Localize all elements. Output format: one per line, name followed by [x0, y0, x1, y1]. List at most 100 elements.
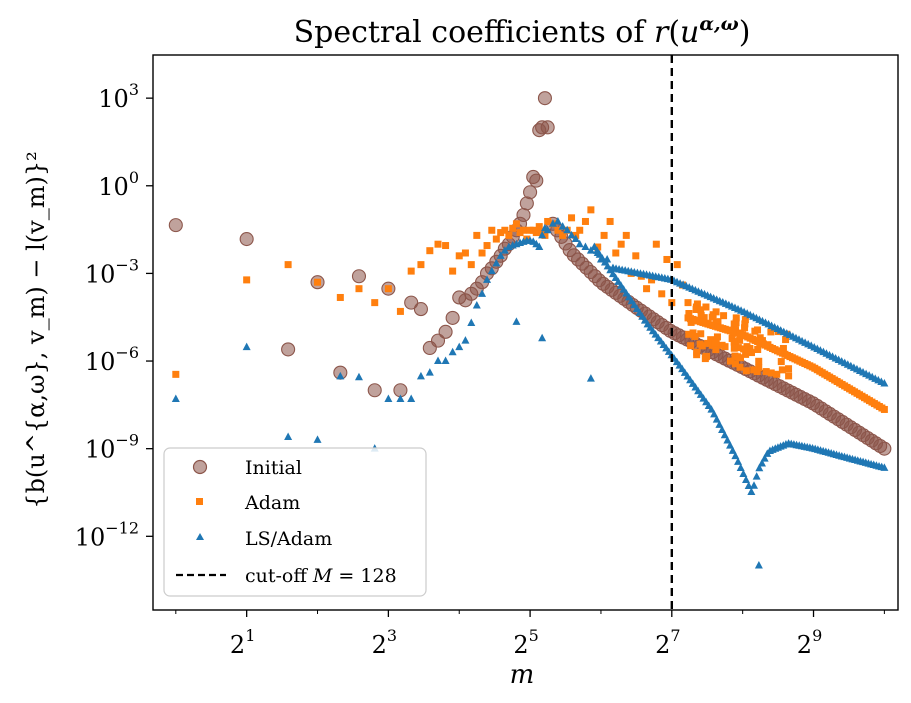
adam-point	[753, 368, 761, 376]
legend-label-adam: Adam	[244, 492, 300, 514]
lsadam-point	[596, 254, 605, 263]
adam-point	[697, 312, 705, 320]
lsadam-point	[558, 222, 567, 230]
adam-point	[726, 357, 734, 365]
adam-point	[426, 247, 434, 255]
x-axis-label: m	[510, 660, 535, 690]
lsadam-point	[715, 420, 724, 428]
adam-point	[473, 231, 481, 239]
adam-point	[728, 334, 736, 342]
adam-point	[442, 242, 450, 250]
lsadam-point	[407, 394, 416, 403]
adam-point	[782, 336, 790, 344]
adam-point	[554, 226, 562, 234]
lsadam-point	[586, 374, 595, 382]
lsadam-point	[496, 251, 505, 259]
lsadam-point	[396, 394, 405, 403]
adam-point	[483, 242, 491, 250]
adam-point	[767, 369, 775, 377]
lsadam-point	[242, 342, 251, 351]
lsadam-point	[425, 368, 434, 376]
lsadam-point	[736, 463, 745, 471]
lsadam-point	[757, 458, 766, 467]
x-tick-label: 21	[230, 626, 255, 659]
adam-point	[559, 231, 567, 239]
adam-point	[509, 224, 517, 232]
adam-point	[785, 372, 793, 380]
adam-point	[767, 328, 775, 336]
adam-point	[407, 267, 415, 275]
adam-point	[501, 226, 509, 234]
adam-point	[632, 252, 640, 260]
adam-point	[643, 285, 651, 293]
adam-point	[488, 226, 496, 234]
adam-point	[243, 276, 251, 284]
chart-title: Spectral coefficients of r(uα,ω)	[294, 13, 751, 50]
adam-point	[652, 240, 660, 248]
adam-point	[371, 299, 379, 307]
lsadam-point	[718, 425, 727, 434]
lsadam-point	[567, 230, 576, 239]
adam-point	[777, 358, 785, 366]
adam-point	[314, 278, 322, 286]
adam-point	[692, 305, 700, 313]
lsadam-point	[752, 472, 761, 480]
adam-point	[762, 368, 770, 376]
lsadam-point	[581, 242, 590, 251]
adam-point	[713, 333, 721, 341]
lsadam-point	[336, 371, 345, 380]
adam-point	[384, 285, 392, 293]
lsadam-point	[461, 336, 470, 344]
adam-point	[535, 223, 543, 231]
adam-point	[712, 318, 720, 326]
lsadam-point	[441, 356, 450, 365]
adam-point	[741, 320, 749, 328]
adam-point	[742, 367, 750, 375]
initial-point	[239, 232, 254, 247]
lsadam-point	[455, 342, 464, 351]
adam-point	[600, 231, 608, 239]
initial-point	[438, 324, 453, 339]
y-tick-label: 10−9	[85, 431, 139, 464]
adam-point	[755, 357, 763, 365]
y-tick-label: 10−6	[85, 343, 139, 376]
adam-point	[449, 267, 457, 275]
x-tick-label: 27	[655, 626, 680, 659]
adam-point	[702, 303, 710, 311]
lsadam-point	[710, 409, 719, 418]
lsadam-point	[313, 435, 322, 443]
legend-label-initial: Initial	[245, 457, 302, 479]
initial-point	[523, 185, 538, 200]
adam-point	[336, 293, 344, 301]
lsadam-point	[728, 446, 737, 454]
adam-point	[712, 346, 720, 354]
y-ticks: 103 100 10−3 10−6 10−9 10−12	[75, 80, 153, 551]
lsadam-point	[754, 561, 763, 569]
adam-point	[587, 206, 595, 214]
adam-point	[742, 350, 750, 358]
adam-point	[685, 310, 693, 318]
adam-point	[708, 313, 716, 321]
adam-point	[594, 243, 602, 251]
adam-point	[732, 319, 740, 327]
adam-point	[576, 226, 584, 234]
legend-box	[163, 447, 427, 597]
adam-point	[880, 405, 888, 413]
adam-point	[720, 312, 728, 320]
lsadam-point	[535, 242, 544, 251]
adam-point	[687, 342, 695, 350]
adam-point	[734, 344, 742, 352]
lsadam-point	[739, 469, 748, 477]
lsadam-point	[720, 430, 729, 439]
x-tick-label: 25	[513, 626, 538, 659]
adam-point	[754, 345, 762, 353]
adam-point	[606, 217, 614, 225]
adam-point	[778, 366, 786, 374]
adam-point	[284, 261, 292, 269]
adam-point	[673, 261, 681, 269]
initial-point	[281, 342, 296, 357]
lsadam-point	[742, 475, 751, 484]
adam-point	[730, 344, 738, 352]
initial-point	[529, 173, 544, 188]
adam-point	[467, 261, 475, 269]
